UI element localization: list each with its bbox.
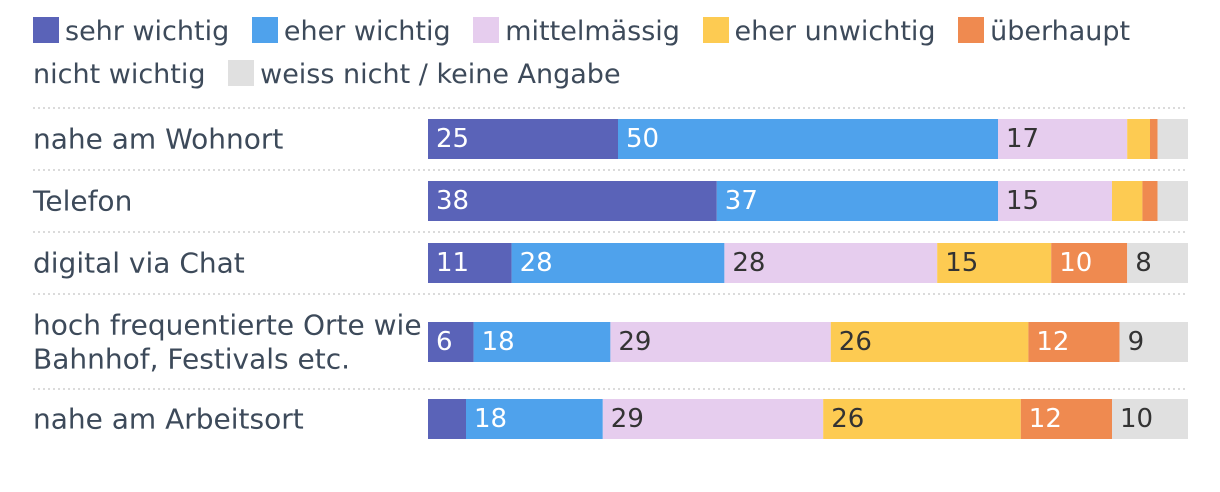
legend-item: weiss nicht / keine Angabe — [228, 59, 621, 90]
legend-item: eher unwichtig — [702, 16, 936, 47]
data-label: 50 — [626, 124, 659, 154]
legend-swatch — [251, 17, 278, 43]
bar-segment — [716, 181, 998, 221]
data-label: 29 — [618, 327, 651, 357]
bar-segment — [1051, 243, 1128, 283]
legend-swatch — [473, 17, 500, 43]
category-label: digital via Chat — [33, 247, 245, 280]
bar-segment — [998, 181, 1112, 221]
legend-item: mittelmässig — [473, 16, 680, 47]
data-label: 8 — [1135, 248, 1152, 278]
bar-segment — [830, 322, 1029, 362]
bar-segment — [1142, 181, 1158, 221]
legend-item: eher wichtig — [251, 16, 451, 47]
bar-segment — [724, 243, 938, 283]
bar-segment — [937, 243, 1052, 283]
bar-segment — [1020, 399, 1112, 439]
bar-segment — [428, 399, 466, 439]
data-label: 15 — [945, 248, 978, 278]
bar-segment — [998, 119, 1128, 159]
data-label: 29 — [611, 404, 644, 434]
bar-segment — [1157, 181, 1188, 221]
bar-segment — [1112, 181, 1143, 221]
bar-segment — [1028, 322, 1120, 362]
data-label: 28 — [520, 248, 553, 278]
legend-item: sehr wichtig — [33, 16, 229, 47]
bar-segment — [428, 119, 618, 159]
bar-segment — [610, 322, 831, 362]
category-label: Telefon — [32, 185, 132, 218]
category-label: hoch frequentierte Orte wie — [33, 309, 422, 342]
data-label: 25 — [436, 124, 469, 154]
bar-segment — [1127, 119, 1150, 159]
category-label: nahe am Wohnort — [33, 123, 283, 156]
data-label: 15 — [1006, 186, 1039, 216]
legend-label: sehr wichtig — [65, 16, 230, 47]
data-label: 38 — [436, 186, 469, 216]
bar-segment — [602, 399, 824, 439]
data-label: 26 — [839, 327, 872, 357]
legend-label: mittelmässig — [505, 16, 680, 47]
data-label: 17 — [1006, 124, 1039, 154]
data-label: 11 — [436, 248, 469, 278]
bar-segment — [428, 181, 717, 221]
data-label: 37 — [725, 186, 758, 216]
data-label: 12 — [1036, 327, 1069, 357]
legend: sehr wichtig eher wichtig mittelmässig e… — [33, 10, 1203, 96]
bar-segment — [1119, 322, 1188, 362]
legend-label: überhaupt nicht wichtig — [33, 16, 1131, 90]
data-label: 10 — [1059, 248, 1092, 278]
legend-swatch — [228, 60, 255, 86]
bar-segment — [1157, 119, 1188, 159]
legend-swatch — [958, 17, 985, 43]
bar-segment — [1127, 243, 1188, 283]
legend-item: überhaupt nicht wichtig — [33, 16, 1130, 90]
data-label: 9 — [1128, 327, 1145, 357]
bar-segment — [428, 243, 512, 283]
legend-label: eher wichtig — [283, 16, 451, 47]
category-label: Bahnhof, Festivals etc. — [33, 343, 350, 376]
data-label: 10 — [1120, 404, 1153, 434]
legend-swatch — [702, 17, 729, 43]
bar-segment — [473, 322, 611, 362]
bar-segment — [618, 119, 998, 159]
data-label: 12 — [1029, 404, 1062, 434]
data-label: 18 — [474, 404, 507, 434]
data-label: 18 — [482, 327, 515, 357]
data-label: 6 — [436, 327, 453, 357]
bar-segment — [823, 399, 1021, 439]
bar-segment — [466, 399, 603, 439]
data-label: 26 — [831, 404, 864, 434]
category-label: nahe am Arbeitsort — [33, 403, 304, 436]
legend-swatch — [33, 17, 59, 43]
bar-segment — [1112, 399, 1188, 439]
data-label: 28 — [732, 248, 765, 278]
bar-segment — [511, 243, 725, 283]
legend-label: weiss nicht / keine Angabe — [260, 59, 621, 90]
bar-segment — [428, 322, 474, 362]
legend-label: eher unwichtig — [734, 16, 936, 47]
bar-segment — [1150, 119, 1158, 159]
